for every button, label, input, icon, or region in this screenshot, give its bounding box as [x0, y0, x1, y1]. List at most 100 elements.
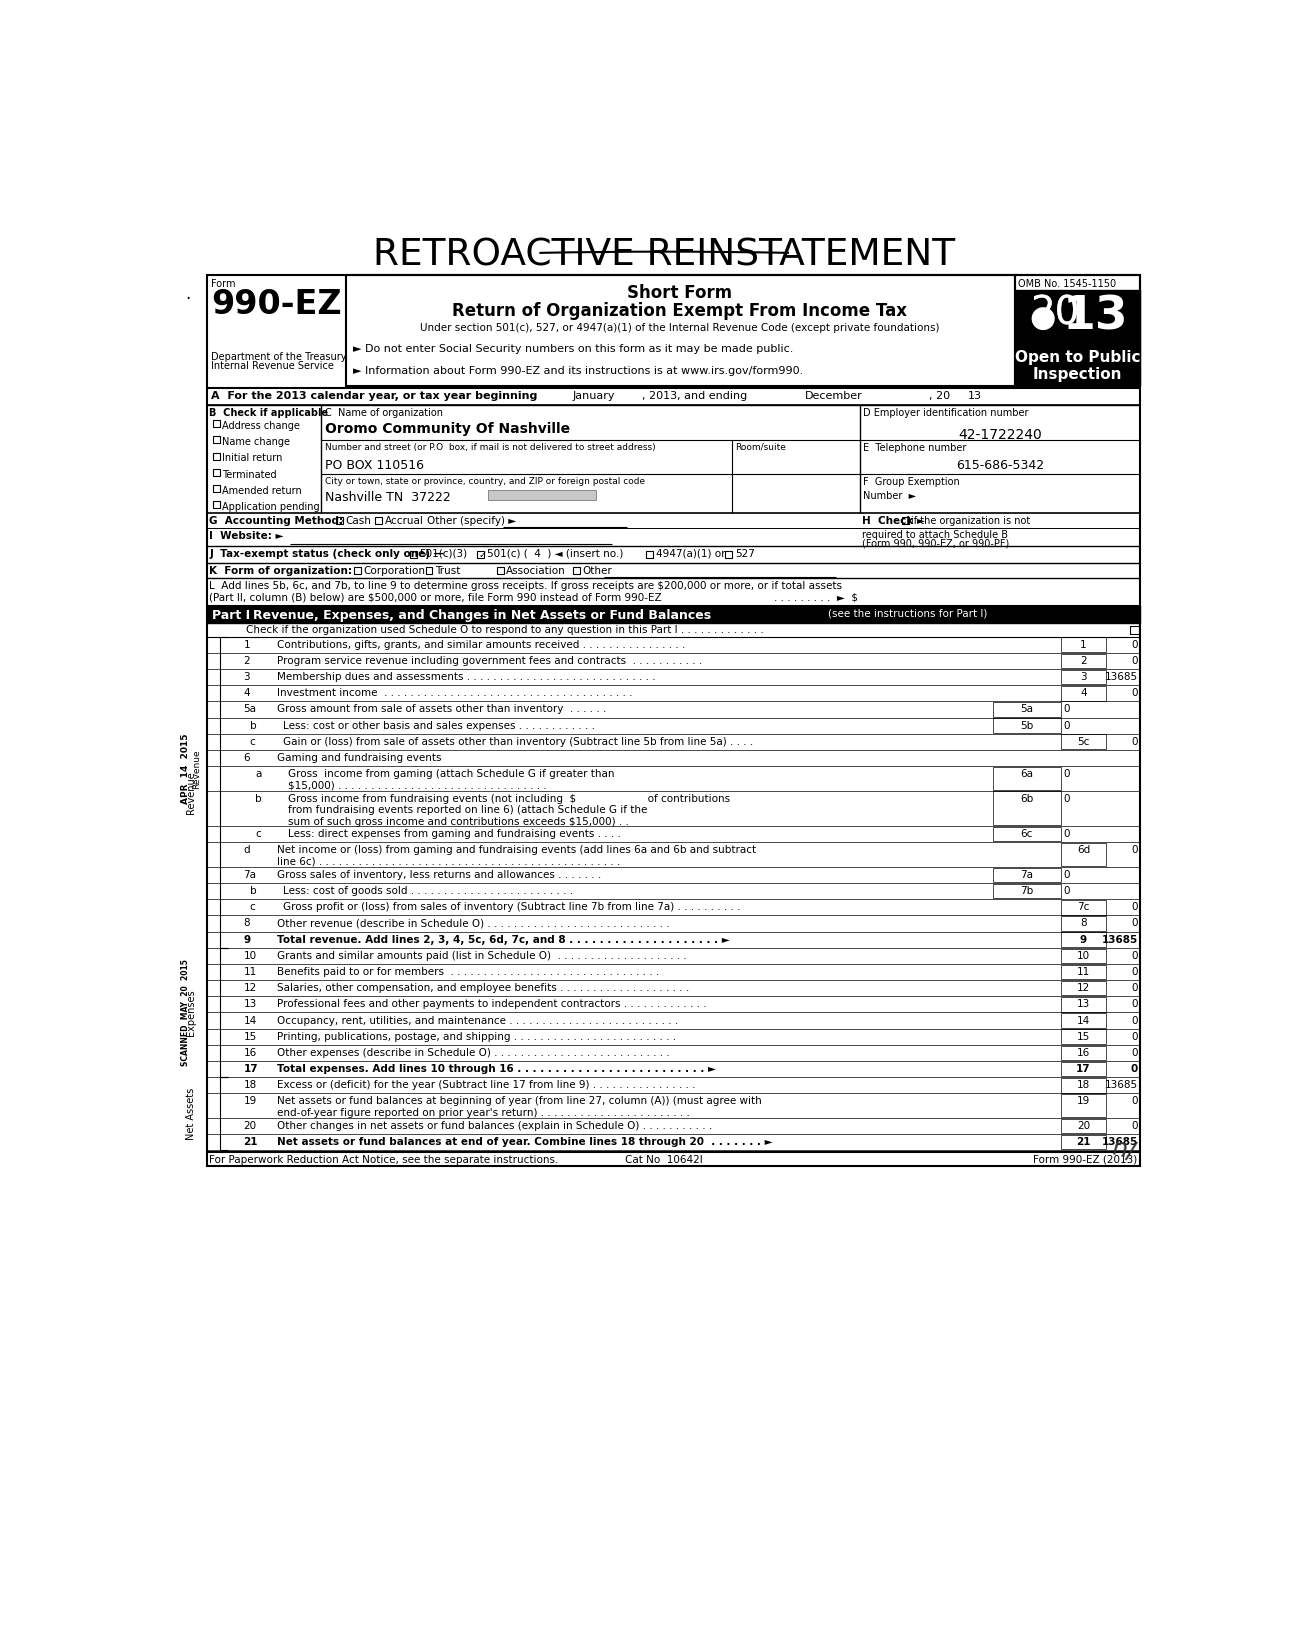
Bar	[1015, 290, 1140, 344]
Text: 615-686-5342: 615-686-5342	[955, 458, 1043, 471]
Text: 9: 9	[244, 934, 250, 944]
Text: 0: 0	[1131, 639, 1138, 649]
Text: OMB No. 1545-1150: OMB No. 1545-1150	[1019, 280, 1116, 290]
Text: 0: 0	[1131, 1121, 1138, 1131]
Text: a: a	[255, 770, 262, 780]
Text: 11: 11	[244, 967, 257, 977]
Text: Form 990-EZ (2013): Form 990-EZ (2013)	[1033, 1155, 1138, 1165]
Text: Printing, publications, postage, and shipping . . . . . . . . . . . . . . . . . : Printing, publications, postage, and shi…	[277, 1032, 675, 1042]
Bar	[1061, 1135, 1105, 1150]
Text: Total expenses. Add lines 10 through 16 . . . . . . . . . . . . . . . . . . . . : Total expenses. Add lines 10 through 16 …	[277, 1065, 715, 1074]
Text: Benefits paid to or for members  . . . . . . . . . . . . . . . . . . . . . . . .: Benefits paid to or for members . . . . …	[277, 967, 658, 977]
Text: 0: 0	[1131, 1048, 1138, 1058]
Text: 3: 3	[1080, 672, 1087, 682]
Text: 7c: 7c	[1077, 903, 1090, 913]
Text: 0: 0	[1063, 829, 1069, 839]
Text: 20: 20	[1030, 293, 1080, 331]
Bar	[213, 453, 220, 460]
Text: 20: 20	[244, 1121, 257, 1131]
Text: Internal Revenue Service: Internal Revenue Service	[211, 361, 333, 371]
Text: Gross income from fundraising events (not including  $                      of c: Gross income from fundraising events (no…	[288, 794, 731, 827]
Text: ► Information about Form 990-EZ and its instructions is at www.irs.gov/form990.: ► Information about Form 990-EZ and its …	[354, 366, 804, 376]
Text: 13: 13	[1077, 999, 1090, 1009]
Text: Grants and similar amounts paid (list in Schedule O)  . . . . . . . . . . . . . : Grants and similar amounts paid (list in…	[277, 951, 687, 961]
Text: G  Accounting Method:: G Accounting Method:	[209, 516, 343, 526]
Text: Expenses: Expenses	[187, 989, 197, 1035]
Text: Accrual: Accrual	[385, 516, 424, 526]
Text: F  Group Exemption: F Group Exemption	[863, 476, 960, 486]
Text: Professional fees and other payments to independent contractors . . . . . . . . : Professional fees and other payments to …	[277, 999, 706, 1009]
Bar	[375, 517, 382, 524]
Text: 6c: 6c	[1021, 829, 1033, 839]
Text: 19: 19	[1077, 1096, 1090, 1106]
Bar	[1061, 997, 1105, 1012]
Text: L  Add lines 5b, 6c, and 7b, to line 9 to determine gross receipts. If gross rec: L Add lines 5b, 6c, and 7b, to line 9 to…	[209, 582, 842, 592]
Bar	[1061, 949, 1105, 962]
Text: Other changes in net assets or fund balances (explain in Schedule O) . . . . . .: Other changes in net assets or fund bala…	[277, 1121, 712, 1131]
Text: Cat No  10642I: Cat No 10642I	[626, 1155, 702, 1165]
Text: 0: 0	[1063, 770, 1069, 780]
Text: Gross sales of inventory, less returns and allowances . . . . . . .: Gross sales of inventory, less returns a…	[277, 870, 601, 880]
Text: December: December	[805, 391, 863, 400]
Bar	[207, 275, 1140, 1165]
Bar	[496, 567, 504, 574]
Bar	[1061, 1119, 1105, 1134]
Text: 13: 13	[244, 999, 257, 1009]
Text: 7a: 7a	[244, 870, 257, 880]
Text: 501(c)(3): 501(c)(3)	[420, 549, 468, 559]
Bar	[337, 517, 343, 524]
Bar	[1061, 1030, 1105, 1043]
Text: 0: 0	[1130, 1065, 1138, 1074]
Bar	[1061, 1014, 1105, 1028]
Text: Check if the organization used Schedule O to respond to any question in this Par: Check if the organization used Schedule …	[246, 625, 763, 634]
Bar	[1061, 916, 1105, 931]
Text: 14: 14	[1077, 1015, 1090, 1025]
Text: 42-1722240: 42-1722240	[958, 428, 1042, 442]
Bar	[1061, 1078, 1105, 1093]
Text: 7a: 7a	[1020, 870, 1033, 880]
Text: Net assets or fund balances at end of year. Combine lines 18 through 20  . . . .: Net assets or fund balances at end of ye…	[277, 1137, 772, 1147]
Text: Corporation: Corporation	[363, 565, 425, 575]
Text: Revenue: Revenue	[192, 750, 201, 789]
Text: Application pending: Application pending	[223, 503, 320, 513]
Text: ► Do not enter Social Security numbers on this form as it may be made public.: ► Do not enter Social Security numbers o…	[354, 344, 793, 354]
Bar	[993, 827, 1061, 842]
Text: B  Check if applicable: B Check if applicable	[209, 409, 328, 419]
Text: Association: Association	[507, 565, 566, 575]
Text: 5c: 5c	[1077, 737, 1090, 747]
Bar	[207, 606, 1140, 623]
Bar	[993, 791, 1061, 826]
Text: Less: cost or other basis and sales expenses . . . . . . . . . . . .: Less: cost or other basis and sales expe…	[283, 720, 595, 730]
Text: 5a: 5a	[1020, 704, 1033, 715]
Text: 19: 19	[244, 1096, 257, 1106]
Text: 2: 2	[244, 656, 250, 666]
Text: c: c	[255, 829, 260, 839]
Text: Revenue: Revenue	[187, 771, 197, 814]
Text: 14: 14	[244, 1015, 257, 1025]
Text: Number  ►: Number ►	[863, 491, 916, 501]
Text: D Employer identification number: D Employer identification number	[863, 409, 1029, 419]
Text: 7b: 7b	[1020, 887, 1033, 897]
Bar	[213, 501, 220, 508]
Bar	[1061, 964, 1105, 979]
Text: RETROACTIVE REINSTATEMENT: RETROACTIVE REINSTATEMENT	[373, 237, 955, 274]
Text: 4: 4	[244, 689, 250, 699]
Text: Less: cost of goods sold . . . . . . . . . . . . . . . . . . . . . . . . .: Less: cost of goods sold . . . . . . . .…	[283, 887, 573, 897]
Text: , 20: , 20	[929, 391, 950, 400]
Text: Other (specify) ►: Other (specify) ►	[428, 516, 516, 526]
Text: 4947(a)(1) or: 4947(a)(1) or	[656, 549, 726, 559]
Bar	[993, 883, 1061, 898]
Text: d: d	[244, 845, 250, 855]
Text: 16: 16	[1077, 1048, 1090, 1058]
Text: 0: 0	[1131, 1032, 1138, 1042]
Text: ✓: ✓	[480, 550, 487, 560]
Bar	[213, 468, 220, 476]
Text: Other: Other	[582, 565, 612, 575]
Text: 6d: 6d	[1077, 845, 1090, 855]
Text: (Form 990, 990-EZ, or 990-PF): (Form 990, 990-EZ, or 990-PF)	[862, 539, 1010, 549]
Text: 1: 1	[244, 639, 250, 649]
Text: 13685: 13685	[1102, 1137, 1138, 1147]
Text: 13: 13	[1063, 293, 1129, 339]
Text: Nashville TN  37222: Nashville TN 37222	[325, 491, 451, 504]
Text: C  Name of organization: C Name of organization	[325, 409, 443, 419]
